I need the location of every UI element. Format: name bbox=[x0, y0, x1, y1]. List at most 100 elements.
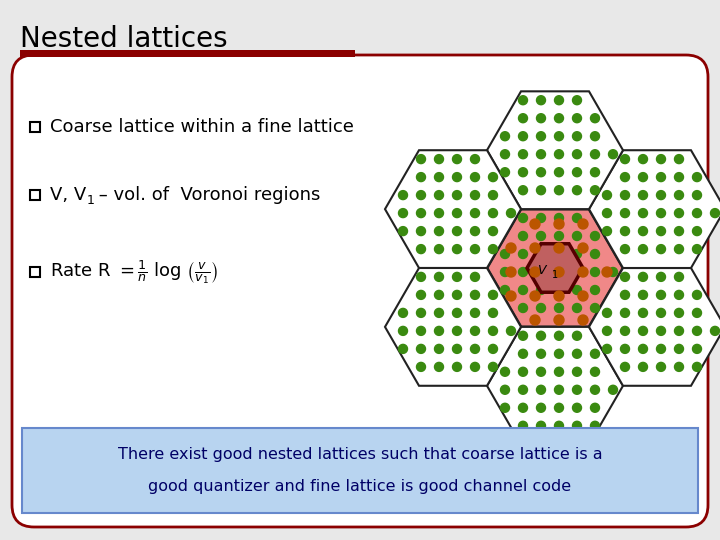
Circle shape bbox=[452, 227, 462, 235]
Circle shape bbox=[675, 362, 683, 372]
Text: – vol. of  Voronoi regions: – vol. of Voronoi regions bbox=[93, 186, 320, 204]
Circle shape bbox=[572, 213, 582, 222]
Circle shape bbox=[554, 385, 564, 394]
Circle shape bbox=[572, 367, 582, 376]
Circle shape bbox=[590, 403, 600, 412]
Circle shape bbox=[639, 173, 647, 181]
Circle shape bbox=[621, 191, 629, 200]
Circle shape bbox=[639, 272, 647, 281]
Circle shape bbox=[657, 208, 665, 218]
Circle shape bbox=[621, 291, 629, 299]
Circle shape bbox=[398, 308, 408, 318]
Circle shape bbox=[621, 272, 629, 281]
Circle shape bbox=[693, 308, 701, 318]
Circle shape bbox=[398, 191, 408, 200]
Circle shape bbox=[434, 191, 444, 200]
Circle shape bbox=[416, 308, 426, 318]
Circle shape bbox=[470, 191, 480, 200]
Circle shape bbox=[530, 267, 540, 277]
Circle shape bbox=[434, 345, 444, 353]
Circle shape bbox=[675, 345, 683, 353]
Circle shape bbox=[470, 173, 480, 181]
Circle shape bbox=[693, 291, 701, 299]
Circle shape bbox=[500, 367, 510, 376]
Circle shape bbox=[518, 421, 528, 430]
Circle shape bbox=[500, 286, 510, 294]
Circle shape bbox=[639, 245, 647, 254]
Circle shape bbox=[554, 331, 564, 340]
Bar bbox=[30, 267, 40, 277]
Circle shape bbox=[416, 227, 426, 235]
Circle shape bbox=[554, 114, 564, 123]
Circle shape bbox=[518, 96, 528, 105]
Circle shape bbox=[590, 114, 600, 123]
Circle shape bbox=[590, 349, 600, 358]
Circle shape bbox=[536, 349, 546, 358]
Circle shape bbox=[488, 345, 498, 353]
Circle shape bbox=[434, 208, 444, 218]
Circle shape bbox=[675, 208, 683, 218]
Circle shape bbox=[530, 291, 540, 301]
Circle shape bbox=[621, 345, 629, 353]
Circle shape bbox=[518, 249, 528, 259]
Circle shape bbox=[572, 403, 582, 412]
Circle shape bbox=[639, 191, 647, 200]
Circle shape bbox=[621, 326, 629, 335]
Circle shape bbox=[416, 326, 426, 335]
Circle shape bbox=[398, 208, 408, 218]
Circle shape bbox=[711, 208, 719, 218]
Circle shape bbox=[603, 191, 611, 200]
Bar bbox=[20, 50, 355, 57]
Circle shape bbox=[452, 173, 462, 181]
Circle shape bbox=[608, 150, 618, 159]
Polygon shape bbox=[385, 268, 521, 386]
Circle shape bbox=[657, 245, 665, 254]
Circle shape bbox=[554, 315, 564, 325]
Circle shape bbox=[452, 208, 462, 218]
Circle shape bbox=[621, 173, 629, 181]
Circle shape bbox=[572, 168, 582, 177]
Circle shape bbox=[657, 291, 665, 299]
Circle shape bbox=[621, 208, 629, 218]
Circle shape bbox=[693, 326, 701, 335]
Circle shape bbox=[416, 208, 426, 218]
Circle shape bbox=[470, 208, 480, 218]
Circle shape bbox=[506, 291, 516, 301]
Circle shape bbox=[536, 132, 546, 141]
Circle shape bbox=[657, 191, 665, 200]
Circle shape bbox=[657, 173, 665, 181]
Circle shape bbox=[500, 385, 510, 394]
Circle shape bbox=[603, 308, 611, 318]
Bar bbox=[30, 122, 40, 132]
Circle shape bbox=[500, 168, 510, 177]
Circle shape bbox=[590, 286, 600, 294]
Circle shape bbox=[590, 267, 600, 276]
Circle shape bbox=[657, 227, 665, 235]
Circle shape bbox=[518, 132, 528, 141]
Circle shape bbox=[578, 291, 588, 301]
Circle shape bbox=[488, 291, 498, 299]
Circle shape bbox=[398, 227, 408, 235]
Circle shape bbox=[470, 291, 480, 299]
Circle shape bbox=[500, 403, 510, 412]
Circle shape bbox=[500, 249, 510, 259]
Circle shape bbox=[621, 227, 629, 235]
Text: $1$: $1$ bbox=[551, 268, 558, 280]
Circle shape bbox=[530, 243, 540, 253]
Circle shape bbox=[578, 267, 588, 277]
Circle shape bbox=[639, 308, 647, 318]
Circle shape bbox=[434, 362, 444, 372]
Circle shape bbox=[434, 173, 444, 181]
Circle shape bbox=[639, 291, 647, 299]
Circle shape bbox=[639, 345, 647, 353]
Circle shape bbox=[572, 267, 582, 276]
Circle shape bbox=[590, 367, 600, 376]
FancyBboxPatch shape bbox=[12, 55, 708, 527]
Circle shape bbox=[603, 227, 611, 235]
Polygon shape bbox=[487, 209, 623, 327]
Circle shape bbox=[554, 249, 564, 259]
Circle shape bbox=[590, 421, 600, 430]
Circle shape bbox=[518, 303, 528, 313]
Circle shape bbox=[639, 326, 647, 335]
Circle shape bbox=[675, 191, 683, 200]
